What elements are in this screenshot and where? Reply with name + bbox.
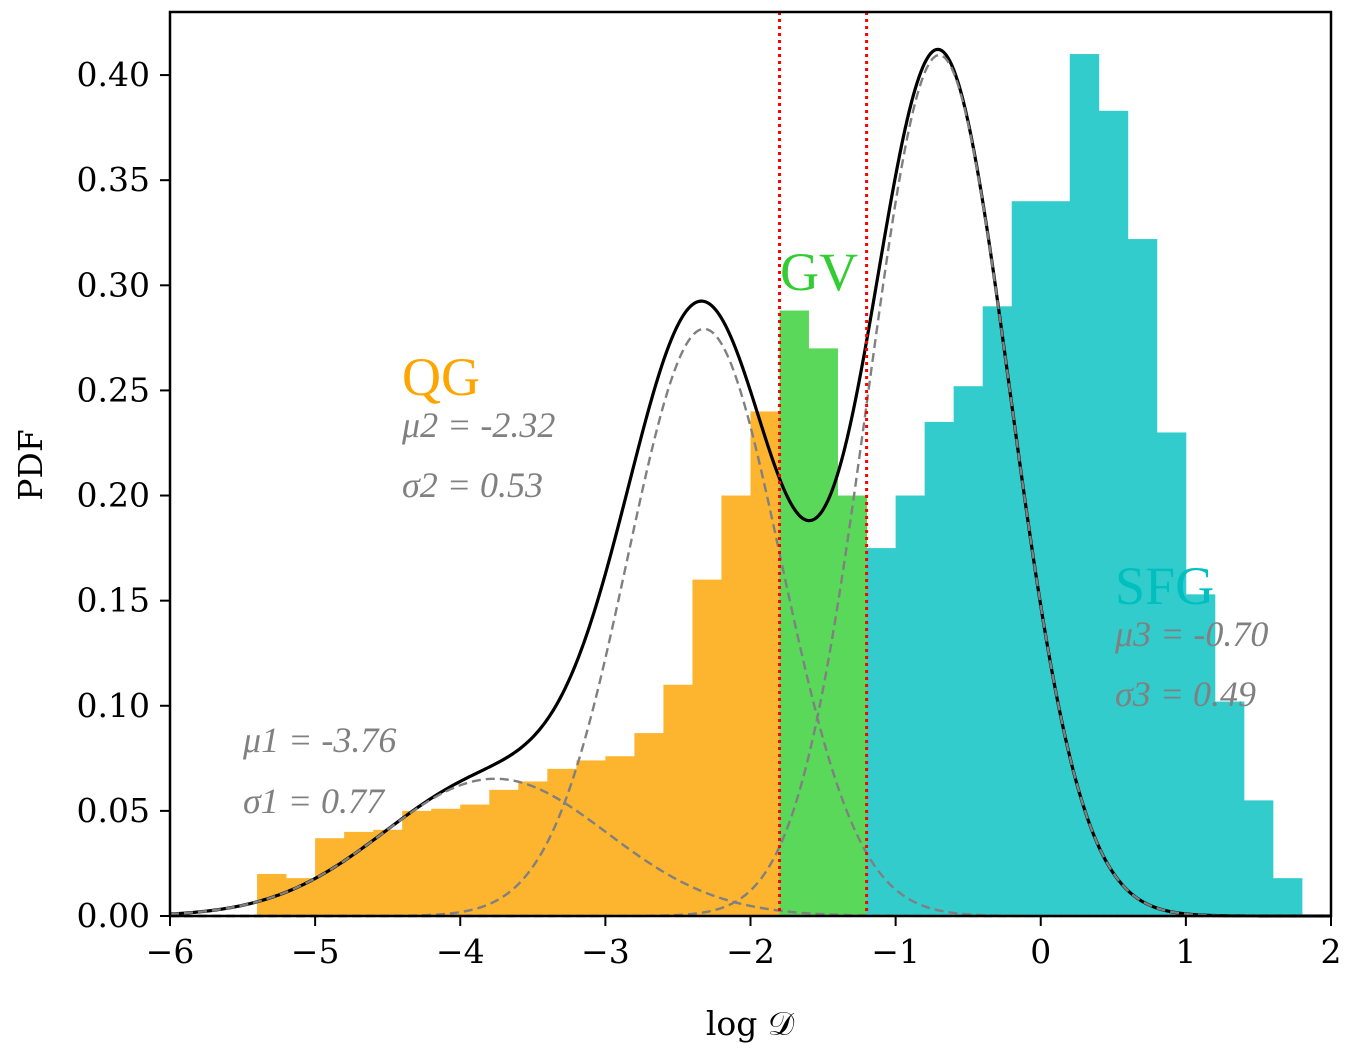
histogram-bar — [634, 733, 664, 916]
histogram-bar — [1127, 239, 1158, 917]
histogram-bar — [1098, 110, 1129, 916]
sfg-sigma-label: σ3 = 0.49 — [1115, 674, 1256, 714]
sfg-mu-label: μ3 = -0.70 — [1114, 614, 1268, 654]
gv-label: GV — [780, 242, 858, 302]
x-axis-ticks: −6 −5 −4 −3 −2 −1 0 1 2 — [146, 916, 1342, 971]
x-tick-label: 2 — [1321, 932, 1342, 971]
y-tick-label: 0.20 — [77, 476, 150, 515]
x-tick-label: −4 — [436, 932, 485, 971]
histogram-bar — [344, 831, 374, 916]
y-tick-label: 0.30 — [77, 265, 150, 304]
histogram-bar — [1214, 701, 1245, 916]
histogram-bar — [1011, 201, 1042, 917]
histogram-bar — [547, 768, 577, 916]
x-tick-label: −1 — [871, 932, 920, 971]
y-tick-label: 0.00 — [77, 896, 150, 935]
y-axis-ticks: 0.00 0.05 0.10 0.15 0.20 0.25 0.30 0.35 0.40 — [77, 55, 170, 935]
y-tick-label: 0.25 — [77, 370, 150, 409]
y-tick-label: 0.15 — [77, 581, 150, 620]
y-tick-label: 0.35 — [77, 160, 150, 199]
histogram-bar — [953, 386, 984, 916]
x-tick-label: −6 — [146, 932, 195, 971]
histogram-bar — [1040, 201, 1071, 917]
histogram-bar — [837, 495, 867, 916]
histogram-bar — [1185, 594, 1216, 916]
histogram-bar — [750, 411, 780, 916]
x-tick-label: 1 — [1175, 932, 1196, 971]
qg-mu-label: μ2 = -2.32 — [401, 405, 555, 445]
histogram-bar — [402, 810, 432, 916]
histogram-bars — [257, 54, 1303, 917]
histogram-bar — [866, 548, 897, 916]
y-tick-label: 0.05 — [77, 791, 150, 830]
histogram-bar — [373, 829, 403, 916]
c1-mu-label: μ1 = -3.76 — [242, 720, 396, 760]
y-tick-label: 0.40 — [77, 55, 150, 94]
histogram-bar — [692, 579, 722, 916]
y-axis-label: PDF — [11, 429, 50, 501]
histogram-bar — [1156, 432, 1187, 916]
histogram-bar — [663, 684, 693, 916]
histogram-bar — [431, 808, 461, 916]
histogram-bar — [1069, 54, 1100, 917]
histogram-bar — [924, 421, 955, 916]
sfg-label: SFG — [1115, 556, 1214, 616]
histogram-bar — [721, 495, 751, 916]
x-tick-label: −2 — [726, 932, 775, 971]
x-axis-label: log 𝒟 — [706, 1004, 795, 1043]
histogram-bar — [576, 760, 606, 916]
y-tick-label: 0.10 — [77, 686, 150, 725]
x-tick-label: −3 — [581, 932, 630, 971]
c1-sigma-label: σ1 = 0.77 — [243, 781, 386, 821]
component-3-curve — [170, 53, 1331, 918]
x-tick-label: 0 — [1030, 932, 1051, 971]
histogram-bar — [460, 804, 490, 916]
histogram-bar — [982, 306, 1013, 917]
histogram-bar — [1243, 800, 1274, 916]
x-tick-label: −5 — [291, 932, 340, 971]
histogram-bar — [895, 495, 926, 916]
histogram-bar — [1272, 878, 1303, 916]
histogram-bar — [286, 878, 316, 916]
histogram-bar — [779, 310, 809, 916]
qg-label: QG — [402, 347, 480, 407]
qg-sigma-label: σ2 = 0.53 — [402, 465, 543, 505]
